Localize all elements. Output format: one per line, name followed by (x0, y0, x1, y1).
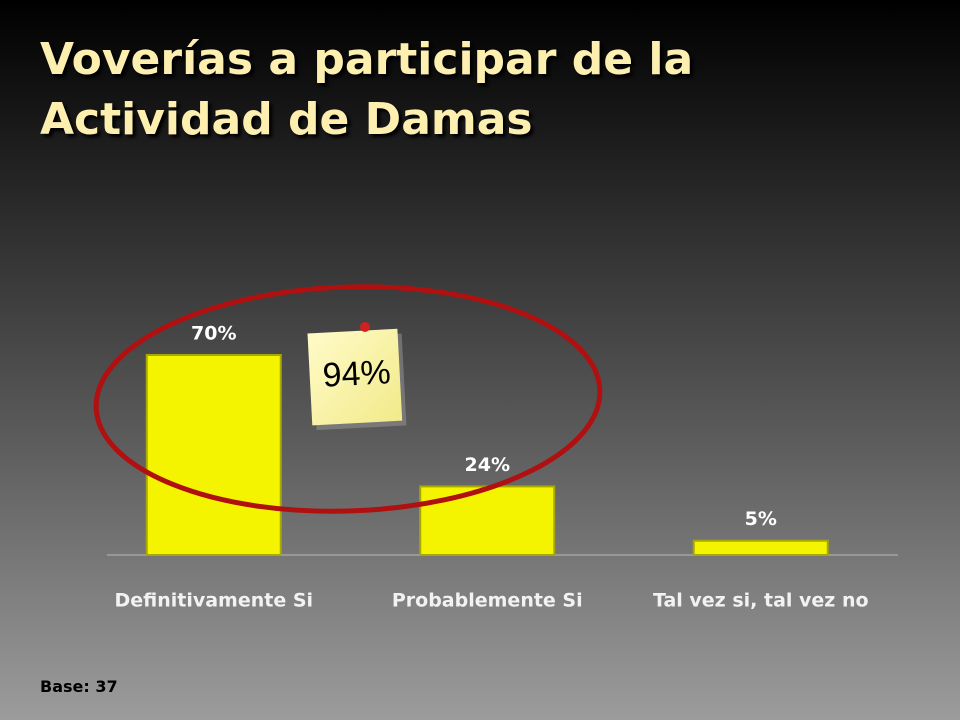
value-label: 70% (191, 323, 236, 345)
footnote: Base: 37 (40, 677, 118, 696)
sticky-note: 94% (307, 328, 407, 431)
value-label: 5% (745, 508, 777, 530)
annotation: 94% (322, 353, 392, 395)
bar (419, 485, 556, 556)
x-tick-label: Tal vez si, tal vez no (653, 590, 869, 612)
bar (145, 354, 282, 556)
bars: 70% Definitivamente Si 24% Probablemente Si… (114, 323, 868, 612)
pin (360, 322, 370, 332)
chart-title: Voverías a participar de la Actividad de… (40, 34, 694, 145)
bar (692, 539, 829, 557)
x-tick-label: Definitivamente Si (114, 590, 313, 612)
value-label: 24% (465, 454, 510, 476)
x-tick-label: Probablemente Si (392, 590, 583, 612)
highlight-ellipse (93, 284, 603, 514)
note-paper (307, 328, 403, 426)
